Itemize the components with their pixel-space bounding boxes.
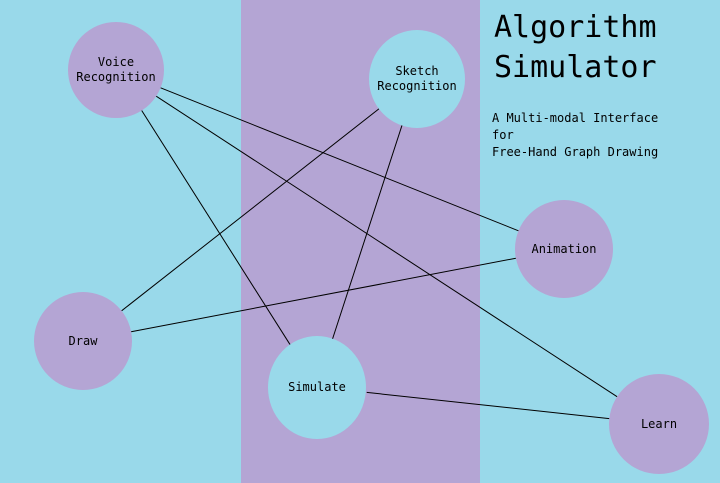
node-simulate-label: Simulate: [288, 380, 346, 394]
node-animation: Animation: [515, 200, 613, 298]
edge-sketch-simulate: [331, 124, 403, 340]
edge-draw-animation: [131, 257, 516, 333]
node-sketch-recognition-label: Sketch Recognition: [377, 64, 457, 93]
node-voice-recognition-label: Voice Recognition: [76, 55, 156, 84]
node-learn: Learn: [609, 374, 709, 474]
node-voice-recognition: Voice Recognition: [68, 22, 164, 118]
edge-simulate-learn: [366, 391, 610, 420]
edge-sketch-draw: [121, 108, 380, 312]
app-subtitle: A Multi-modal Interface for Free-Hand Gr…: [492, 111, 659, 159]
node-draw-label: Draw: [68, 333, 98, 348]
node-sketch-recognition: Sketch Recognition: [369, 30, 465, 128]
edge-voice-animation: [160, 87, 519, 232]
node-draw: Draw: [34, 292, 132, 390]
node-learn-label: Learn: [640, 416, 678, 431]
edge-voice-learn: [155, 95, 618, 398]
app-title: Algorithm Simulator: [494, 10, 657, 85]
node-simulate: Simulate: [268, 336, 366, 439]
edge-voice-simulate: [141, 110, 291, 346]
node-animation-label: Animation: [531, 241, 597, 256]
